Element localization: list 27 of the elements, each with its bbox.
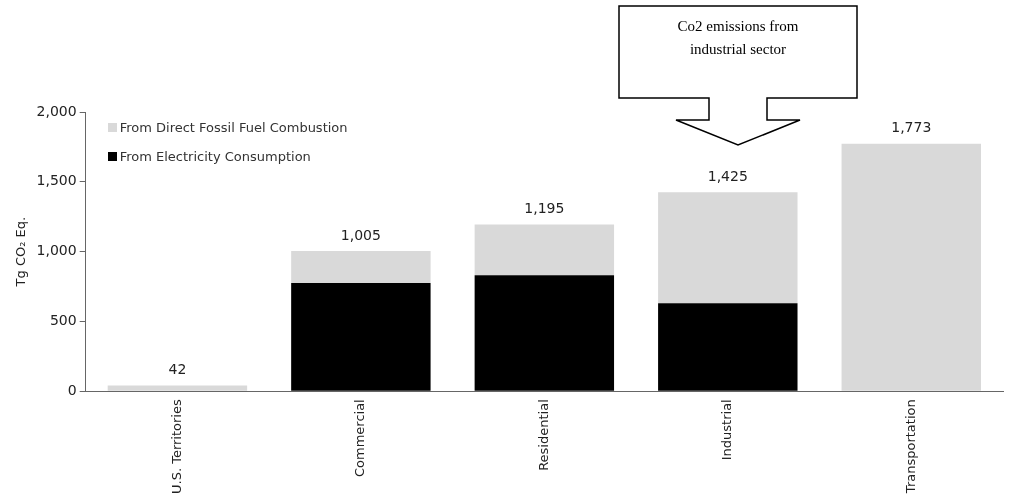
text: Co2 emissions from industrial sector [676,17,800,59]
bar [107,385,248,391]
legend-label: From Direct Fossil Fuel Combustion [119,120,348,135]
bar [474,275,615,391]
x-tick-label: Residential [535,399,551,471]
bar [291,283,431,391]
x-tick-label: Transportation [902,399,918,495]
y-axis-title: Tg CO₂ Eq. [13,216,29,288]
total-label: 1,195 [524,200,565,217]
legend-label: From Electricity Consumption [119,149,311,164]
y-tick-label: 1,500 [36,172,77,189]
bar [658,192,798,304]
total-label: 1,005 [340,226,381,243]
x-tick-label: Industrial [719,399,735,461]
x-tick-label: Commercial [352,399,368,478]
x-tick-label: U.S. Territories [168,399,184,494]
bar [658,303,798,391]
y-tick-label: 500 [49,312,77,329]
total-label: 1,773 [891,119,932,136]
total-label: 1,425 [707,167,748,184]
y-tick-label: 2,000 [36,102,77,119]
y-tick-label: 0 [67,381,77,398]
y-tick-label: 1,000 [36,242,77,259]
total-label: 42 [168,361,187,378]
bar [841,143,981,391]
bar [474,224,615,276]
bar [291,250,431,284]
